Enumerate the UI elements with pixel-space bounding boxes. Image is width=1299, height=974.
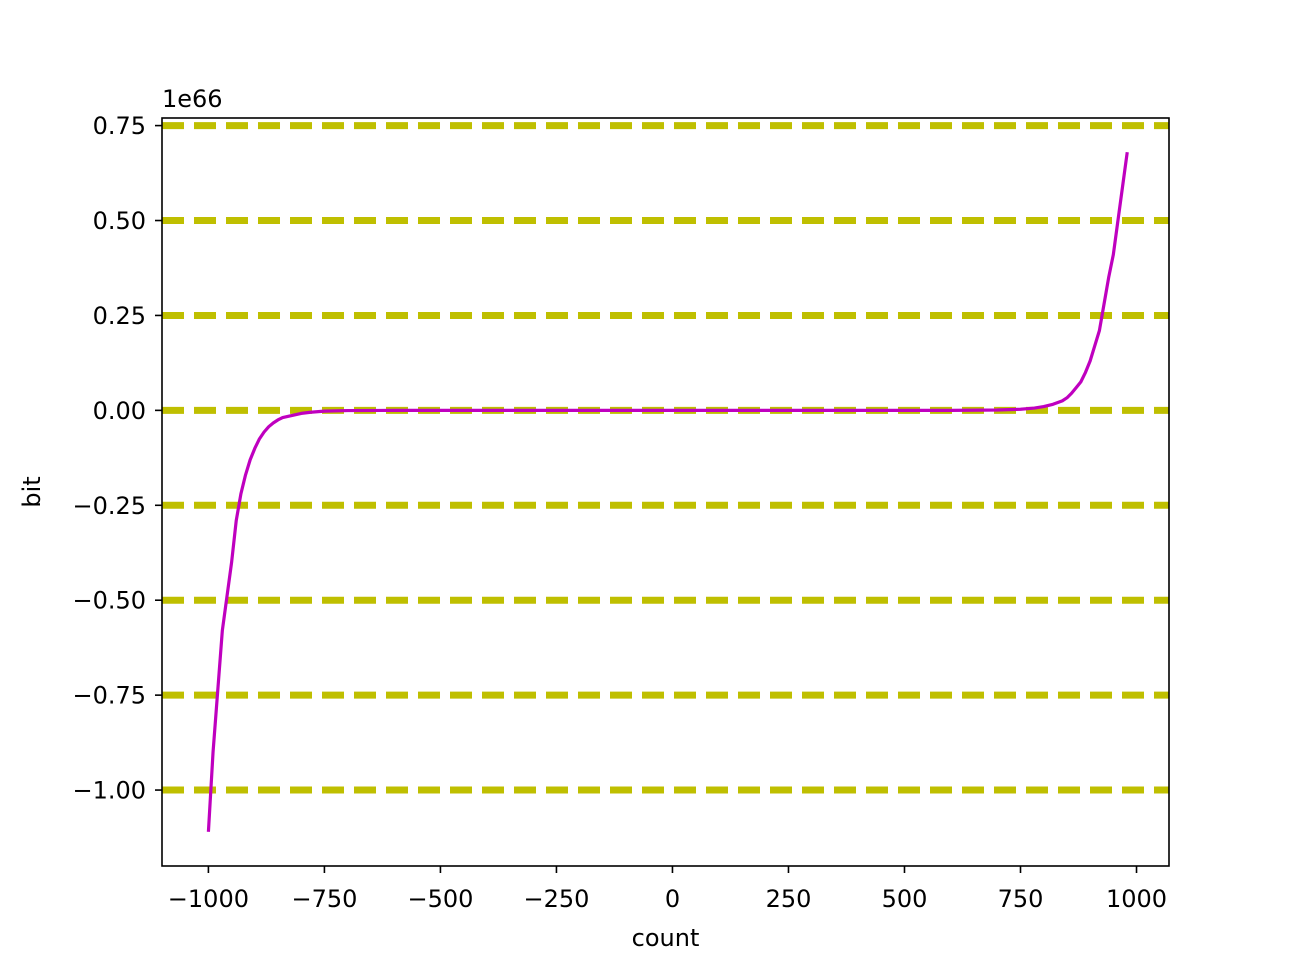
y-tick-label: 0.25 (93, 302, 146, 330)
y-tick-label: −0.25 (72, 492, 146, 520)
x-tick-label: 1000 (1106, 885, 1167, 913)
series-lines (206, 151, 1129, 832)
plot-frame (161, 117, 1170, 867)
x-tick-label: 750 (998, 885, 1044, 913)
y-tick-label: 0.50 (93, 207, 146, 235)
x-tick-label: 250 (766, 885, 812, 913)
y-axis-label: bit (18, 476, 46, 507)
y-tick-label: 0.75 (93, 112, 146, 140)
y-tick-label: −0.75 (72, 682, 146, 710)
x-tick-label: −250 (523, 885, 589, 913)
y-axis-ticks: 0.75 0.50 0.25 0.00 −0.25 −0.50 −0.75 −1.00 (72, 112, 162, 805)
x-tick-label: −750 (291, 885, 357, 913)
series-line (206, 151, 1129, 832)
y-tick-label: −1.00 (72, 777, 146, 805)
x-tick-label: 0 (665, 885, 680, 913)
y-offset-label: 1e66 (162, 85, 223, 113)
x-tick-label: −500 (407, 885, 473, 913)
x-tick-label: −1000 (168, 885, 249, 913)
x-axis-ticks: −1000 −750 −500 −250 0 250 500 750 1000 (168, 866, 1167, 913)
y-tick-label: −0.50 (72, 587, 146, 615)
x-axis-label: count (632, 924, 700, 952)
y-tick-label: 0.00 (93, 397, 146, 425)
x-tick-label: 500 (882, 885, 928, 913)
